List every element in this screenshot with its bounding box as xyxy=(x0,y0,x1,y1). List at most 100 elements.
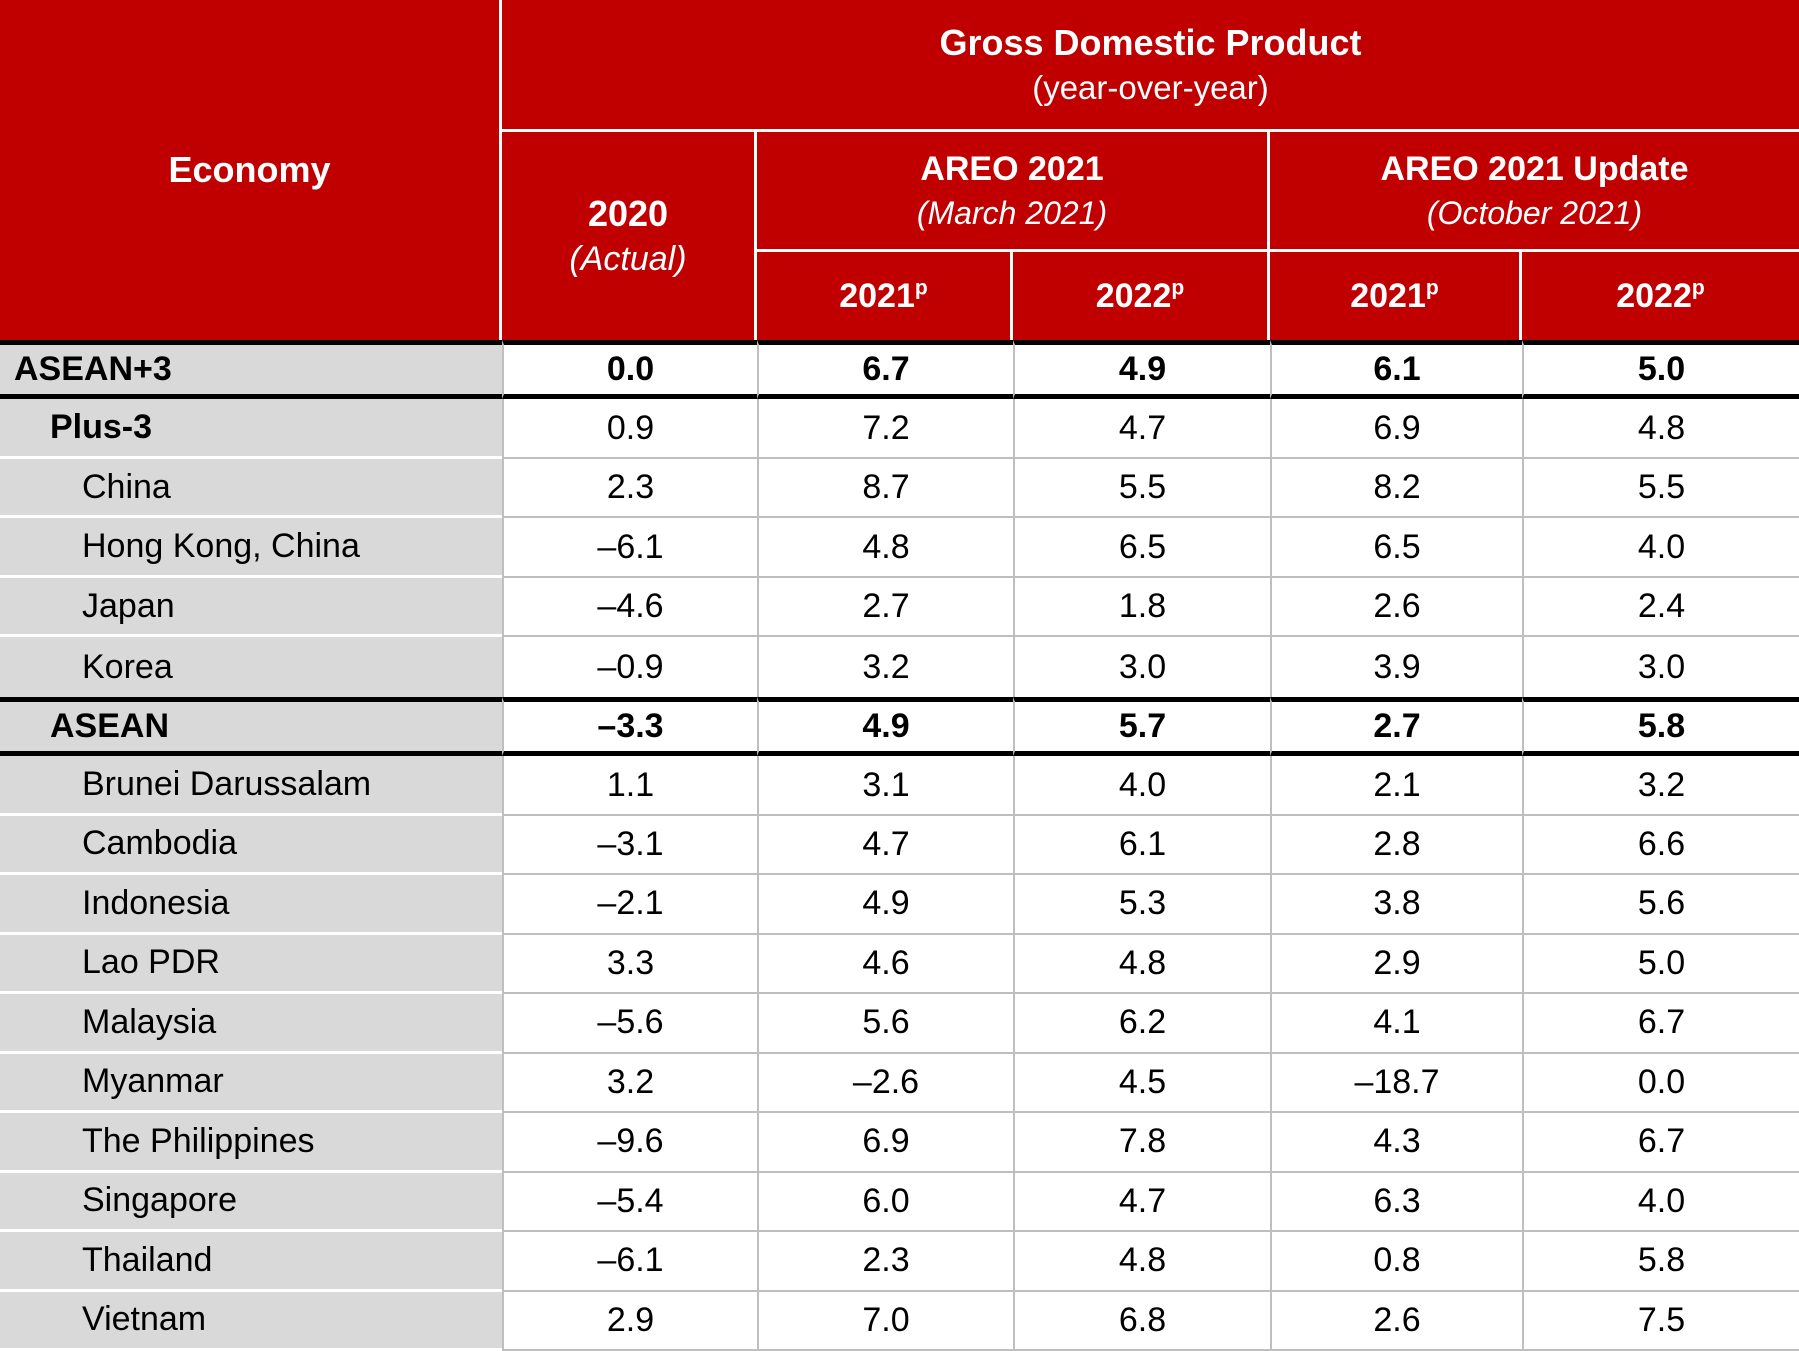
value-cell: 3.2 xyxy=(1522,756,1799,816)
value-cell: 0.0 xyxy=(1522,1053,1799,1114)
value-cell: 3.2 xyxy=(757,637,1013,697)
value-cell: 4.9 xyxy=(757,875,1013,935)
value-cell: 6.9 xyxy=(1270,399,1522,459)
value-cell: 5.6 xyxy=(1522,875,1799,935)
value-cell: 6.2 xyxy=(1013,994,1270,1054)
value-cell: 6.0 xyxy=(757,1172,1013,1233)
projection-superscript: p xyxy=(1171,276,1185,300)
projection-superscript: p xyxy=(1425,276,1439,300)
value-cell: 4.7 xyxy=(757,815,1013,876)
gdp-header-subtitle: (year-over-year) xyxy=(1032,69,1269,107)
year-header-areo-2021p: 2021p xyxy=(757,252,1013,340)
value-cell: 4.0 xyxy=(1522,518,1799,578)
value-cell: 5.3 xyxy=(1013,875,1270,935)
value-cell: 5.0 xyxy=(1522,934,1799,995)
group-header-areo-2021-subtitle: (March 2021) xyxy=(916,194,1108,231)
column-header-2020-subtitle: (Actual) xyxy=(569,240,687,279)
value-cell: 1.1 xyxy=(502,756,757,816)
value-cell: 7.0 xyxy=(757,1291,1013,1351)
value-cell: –18.7 xyxy=(1270,1053,1522,1114)
value-cell: 5.8 xyxy=(1522,696,1799,757)
economy-cell: Indonesia xyxy=(0,875,502,935)
value-cell: 0.8 xyxy=(1270,1232,1522,1292)
gdp-header-title: Gross Domestic Product xyxy=(939,21,1362,63)
value-cell: 6.7 xyxy=(757,340,1013,400)
value-cell: –3.1 xyxy=(502,815,757,876)
economy-cell: Thailand xyxy=(0,1232,502,1292)
value-cell: 4.8 xyxy=(1522,399,1799,459)
value-cell: –2.6 xyxy=(757,1053,1013,1114)
year-header-areo-2022p: 2022p xyxy=(1013,252,1270,340)
value-cell: 6.7 xyxy=(1522,1113,1799,1173)
value-cell: 2.9 xyxy=(1270,934,1522,995)
value-cell: 4.8 xyxy=(757,518,1013,578)
economy-cell: Singapore xyxy=(0,1172,502,1233)
economy-cell: Cambodia xyxy=(0,815,502,876)
economy-cell: Vietnam xyxy=(0,1291,502,1351)
group-header-areo-2021-update-title: AREO 2021 Update xyxy=(1380,149,1689,188)
value-cell: 2.1 xyxy=(1270,756,1522,816)
value-cell: 6.6 xyxy=(1522,815,1799,876)
value-cell: –0.9 xyxy=(502,637,757,697)
value-cell: 3.9 xyxy=(1270,637,1522,697)
value-cell: 3.2 xyxy=(502,1053,757,1114)
value-cell: 4.6 xyxy=(757,934,1013,995)
value-cell: 0.9 xyxy=(502,399,757,459)
value-cell: –2.1 xyxy=(502,875,757,935)
value-cell: 4.0 xyxy=(1522,1172,1799,1233)
value-cell: 5.7 xyxy=(1013,696,1270,757)
value-cell: 2.8 xyxy=(1270,815,1522,876)
value-cell: 4.9 xyxy=(1013,340,1270,400)
economy-column-header-label: Economy xyxy=(168,149,331,191)
year-header-label: 2021p xyxy=(839,276,928,315)
economy-cell: ASEAN+3 xyxy=(0,340,502,400)
value-cell: 5.5 xyxy=(1522,458,1799,519)
column-header-2020-title: 2020 xyxy=(587,192,669,234)
value-cell: 0.0 xyxy=(502,340,757,400)
value-cell: –3.3 xyxy=(502,696,757,757)
projection-superscript: p xyxy=(914,276,928,300)
value-cell: 6.8 xyxy=(1013,1291,1270,1351)
value-cell: 2.3 xyxy=(757,1232,1013,1292)
value-cell: 6.3 xyxy=(1270,1172,1522,1233)
value-cell: 3.0 xyxy=(1522,637,1799,697)
economy-cell: Korea xyxy=(0,637,502,697)
value-cell: 8.7 xyxy=(757,458,1013,519)
value-cell: –5.6 xyxy=(502,994,757,1054)
value-cell: 8.2 xyxy=(1270,458,1522,519)
value-cell: 4.8 xyxy=(1013,934,1270,995)
value-cell: 6.5 xyxy=(1013,518,1270,578)
economy-cell: Malaysia xyxy=(0,994,502,1054)
value-cell: 4.8 xyxy=(1013,1232,1270,1292)
economy-cell: Japan xyxy=(0,577,502,638)
value-cell: 3.8 xyxy=(1270,875,1522,935)
column-header-2020: 2020 (Actual) xyxy=(502,132,757,340)
value-cell: –6.1 xyxy=(502,1232,757,1292)
value-cell: –9.6 xyxy=(502,1113,757,1173)
value-cell: 2.9 xyxy=(502,1291,757,1351)
group-header-areo-2021-update: AREO 2021 Update (October 2021) xyxy=(1270,132,1799,252)
value-cell: –5.4 xyxy=(502,1172,757,1233)
economy-cell: ASEAN xyxy=(0,696,502,757)
value-cell: 2.3 xyxy=(502,458,757,519)
value-cell: 6.9 xyxy=(757,1113,1013,1173)
value-cell: 7.2 xyxy=(757,399,1013,459)
year-header-update-2022p: 2022p xyxy=(1522,252,1799,340)
value-cell: 2.4 xyxy=(1522,577,1799,638)
value-cell: 6.5 xyxy=(1270,518,1522,578)
value-cell: 4.1 xyxy=(1270,994,1522,1054)
value-cell: 4.9 xyxy=(757,696,1013,757)
economy-cell: The Philippines xyxy=(0,1113,502,1173)
value-cell: 4.7 xyxy=(1013,1172,1270,1233)
value-cell: 7.8 xyxy=(1013,1113,1270,1173)
year-header-label: 2022p xyxy=(1616,276,1705,315)
value-cell: 7.5 xyxy=(1522,1291,1799,1351)
value-cell: 4.0 xyxy=(1013,756,1270,816)
projection-superscript: p xyxy=(1691,276,1705,300)
value-cell: 5.5 xyxy=(1013,458,1270,519)
value-cell: 2.7 xyxy=(757,577,1013,638)
value-cell: 6.1 xyxy=(1270,340,1522,400)
value-cell: 4.3 xyxy=(1270,1113,1522,1173)
group-header-areo-2021-title: AREO 2021 xyxy=(920,149,1104,188)
